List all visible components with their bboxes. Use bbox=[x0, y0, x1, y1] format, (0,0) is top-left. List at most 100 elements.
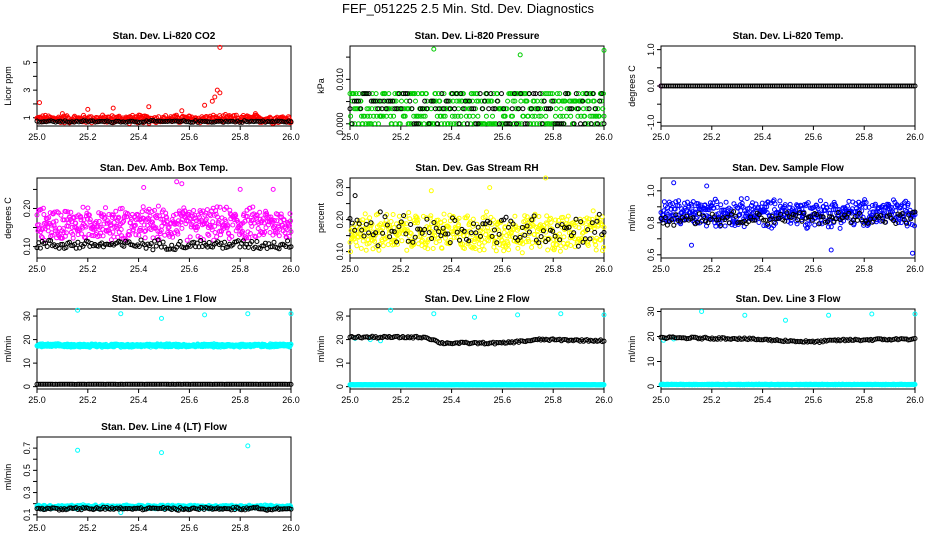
data-point bbox=[401, 221, 407, 227]
data-point bbox=[364, 106, 370, 112]
chart-title: Stan. Dev. Sample Flow bbox=[732, 163, 844, 174]
data-point bbox=[276, 118, 282, 124]
data-point bbox=[531, 91, 537, 97]
data-point bbox=[187, 234, 193, 240]
data-point bbox=[49, 232, 55, 238]
data-point bbox=[239, 231, 245, 237]
data-point bbox=[223, 204, 229, 210]
data-point bbox=[182, 208, 188, 214]
data-point bbox=[267, 230, 273, 235]
data-point bbox=[484, 209, 489, 215]
data-point bbox=[254, 239, 260, 244]
data-point bbox=[580, 98, 586, 104]
data-point bbox=[286, 118, 292, 124]
x-tick-label: 25.6 bbox=[494, 395, 512, 405]
data-point bbox=[380, 113, 386, 119]
data-point bbox=[398, 227, 404, 233]
data-point bbox=[114, 225, 120, 231]
data-point bbox=[430, 98, 436, 104]
data-point bbox=[96, 210, 102, 216]
data-point bbox=[205, 231, 211, 237]
data-point bbox=[404, 247, 410, 253]
x-tick-label: 25.6 bbox=[181, 264, 199, 274]
data-point bbox=[502, 113, 508, 119]
data-point bbox=[384, 235, 390, 241]
data-point bbox=[490, 106, 496, 112]
data-point bbox=[216, 217, 222, 223]
data-point bbox=[288, 218, 293, 224]
data-point bbox=[518, 91, 524, 97]
data-point bbox=[260, 118, 266, 124]
data-point bbox=[130, 118, 135, 124]
data-point bbox=[86, 212, 92, 218]
data-point bbox=[179, 108, 185, 114]
data-point bbox=[402, 113, 408, 119]
data-point bbox=[270, 186, 276, 192]
data-point bbox=[531, 98, 537, 104]
data-point bbox=[406, 106, 412, 112]
data-point bbox=[403, 91, 408, 97]
data-point bbox=[498, 106, 504, 112]
data-point bbox=[255, 226, 261, 231]
x-tick-label: 25.8 bbox=[231, 132, 249, 142]
data-point bbox=[237, 119, 243, 125]
x-tick-label: 25.8 bbox=[544, 264, 562, 274]
data-point bbox=[422, 98, 428, 104]
data-point bbox=[553, 106, 559, 112]
data-point bbox=[48, 238, 54, 244]
data-point bbox=[474, 91, 480, 97]
data-point bbox=[582, 113, 588, 119]
data-point bbox=[601, 113, 607, 119]
data-point bbox=[230, 222, 236, 228]
x-tick-label: 25.8 bbox=[544, 132, 562, 142]
data-point bbox=[595, 106, 601, 112]
data-point bbox=[428, 98, 434, 104]
data-point bbox=[288, 229, 294, 235]
data-point bbox=[109, 120, 115, 125]
data-point bbox=[121, 243, 127, 249]
data-point bbox=[144, 118, 149, 124]
data-point bbox=[548, 91, 554, 97]
x-tick-label: 26.0 bbox=[595, 264, 613, 274]
data-point bbox=[352, 193, 358, 199]
data-point bbox=[286, 115, 292, 121]
data-point bbox=[100, 233, 106, 239]
data-point bbox=[124, 214, 130, 220]
y-tick-label: 0.20 bbox=[22, 200, 32, 218]
data-point bbox=[37, 100, 42, 106]
data-point bbox=[435, 121, 440, 127]
data-point bbox=[65, 209, 71, 215]
data-point bbox=[174, 118, 180, 124]
y-axis-label: degrees C bbox=[627, 65, 637, 107]
data-point bbox=[544, 213, 550, 219]
data-point bbox=[160, 119, 166, 125]
data-point bbox=[426, 121, 432, 127]
data-point bbox=[360, 238, 366, 244]
data-point bbox=[406, 210, 412, 216]
data-point bbox=[671, 222, 677, 228]
x-tick-label: 25.8 bbox=[231, 395, 249, 405]
data-point bbox=[34, 118, 40, 124]
data-point bbox=[535, 106, 541, 112]
data-point bbox=[458, 91, 464, 97]
y-tick-label: 0.20 bbox=[335, 211, 345, 229]
data-point bbox=[103, 205, 108, 211]
x-tick-label: 25.2 bbox=[79, 264, 97, 274]
data-point bbox=[398, 106, 404, 112]
data-point bbox=[531, 121, 537, 127]
data-point bbox=[287, 223, 292, 229]
data-point bbox=[371, 98, 376, 104]
data-point bbox=[75, 239, 81, 245]
data-point bbox=[573, 91, 579, 97]
data-point bbox=[512, 98, 518, 104]
data-point bbox=[87, 217, 93, 222]
data-point bbox=[63, 245, 69, 251]
data-point bbox=[584, 91, 590, 97]
data-point bbox=[543, 113, 549, 119]
data-point bbox=[70, 235, 76, 241]
data-point bbox=[436, 91, 441, 97]
data-point bbox=[390, 212, 396, 217]
data-point bbox=[590, 208, 596, 214]
data-point bbox=[74, 118, 80, 124]
data-point bbox=[488, 91, 494, 97]
